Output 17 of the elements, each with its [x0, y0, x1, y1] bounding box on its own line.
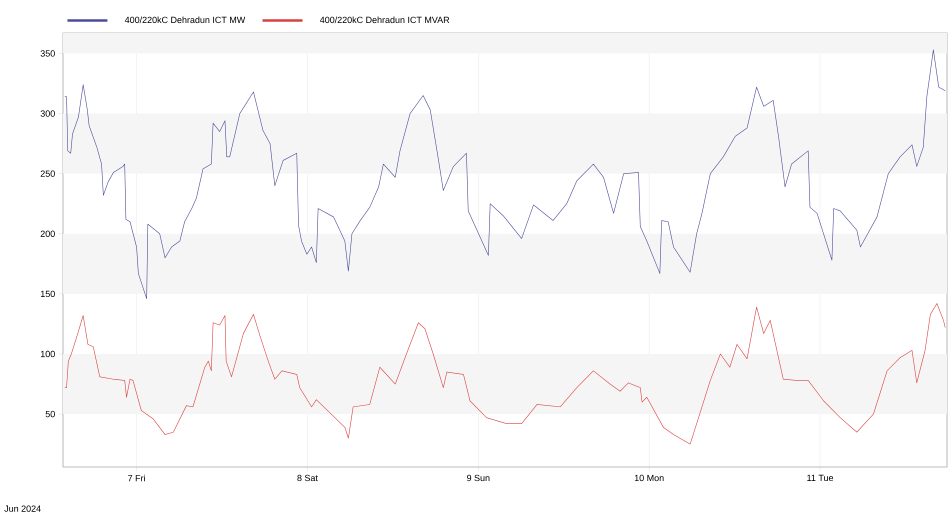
line-series — [64, 303, 946, 444]
y-tick-label: 150 — [40, 290, 55, 298]
y-tick-label: 200 — [40, 230, 55, 237]
text: Jun 2024 — [4, 505, 41, 512]
x-tick-label: 8 Sat — [297, 474, 318, 482]
legend-label: 400/220kC Dehradun ICT MW — [124, 16, 246, 24]
y-tick-label: 50 — [46, 410, 55, 418]
y-tick-label: 100 — [40, 350, 55, 358]
y-tick-label: 350 — [40, 50, 55, 57]
x-tick-label: 11 Tue — [807, 474, 834, 482]
legend-label: 400/220kC Dehradun ICT MVAR — [320, 16, 450, 24]
y-tick-label: 300 — [40, 110, 55, 117]
y-tick-label: 250 — [40, 170, 55, 177]
line-series — [64, 50, 946, 299]
x-tick-label: 7 Fri — [128, 474, 145, 482]
x-tick-label: 10 Mon — [634, 474, 664, 482]
x-tick-label: 9 Sun — [467, 474, 490, 482]
